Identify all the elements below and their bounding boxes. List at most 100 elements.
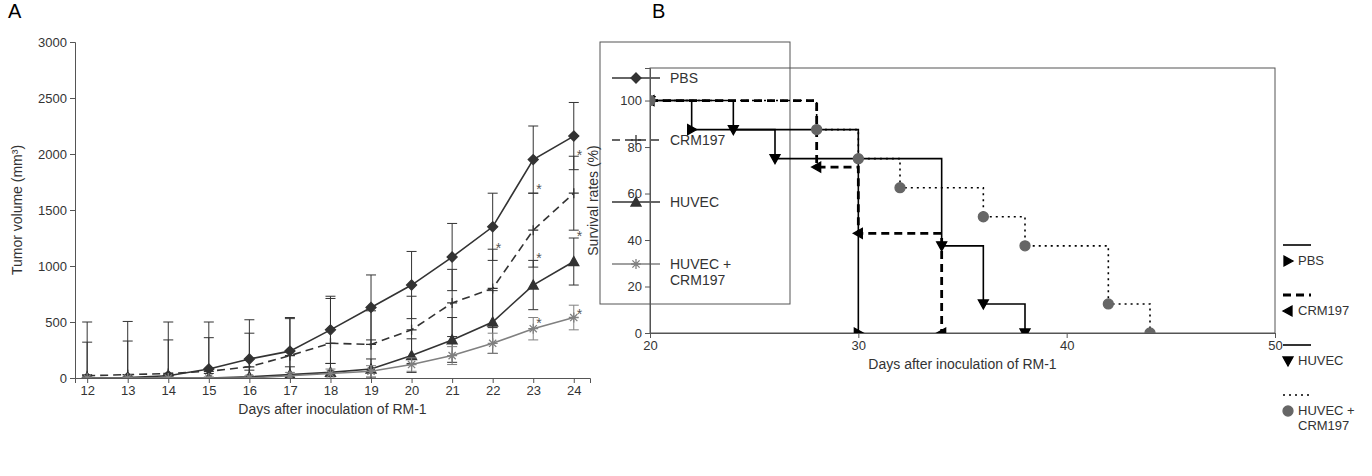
tick: 3000: [38, 35, 75, 50]
legend-line: [1283, 244, 1311, 246]
marker: [244, 373, 254, 378]
plot-area: [650, 96, 1155, 333]
series-line: [87, 262, 574, 378]
error-bar: [488, 333, 498, 353]
tick-label: 20: [628, 279, 642, 294]
marker: [407, 325, 417, 335]
marker: [123, 373, 133, 378]
legend-entry: HUVEC: [1283, 345, 1344, 368]
marker: [650, 96, 654, 106]
marker: [447, 252, 457, 262]
tick-label: 3000: [38, 35, 67, 50]
tick: 24: [567, 378, 581, 398]
chart-0: A121314151617181920212223240500100015002…: [8, 0, 790, 434]
tick-mark: [645, 333, 650, 334]
tick: 23: [526, 378, 540, 398]
tick-label: 30: [852, 338, 866, 353]
tick-label: 23: [526, 383, 540, 398]
marker: [650, 97, 655, 106]
marker: [853, 228, 862, 238]
tick: 16: [243, 378, 257, 398]
series: [650, 96, 1155, 333]
legend-marker: [631, 259, 641, 269]
tick-mark: [70, 378, 75, 379]
tick: 20: [628, 279, 650, 294]
error-bar: [569, 238, 579, 285]
marker: [488, 222, 498, 232]
legend-line: [1283, 294, 1311, 297]
error-bar: [204, 322, 214, 378]
marker: [1103, 299, 1113, 309]
tick: 14: [162, 378, 176, 398]
error-bar: [244, 333, 254, 378]
error-bar: [366, 366, 376, 377]
marker: [447, 298, 457, 308]
tick-label: 12: [80, 383, 94, 398]
error-bar: [204, 338, 214, 378]
tick: 17: [283, 378, 297, 398]
y-axis-title: Tumor volume (mm³): [9, 145, 25, 275]
marker: [569, 188, 579, 198]
marker: [937, 328, 946, 333]
error-bar: [528, 260, 538, 309]
error-bar: [204, 374, 214, 378]
figure: A121314151617181920212223240500100015002…: [0, 0, 1372, 476]
marker: [488, 317, 498, 326]
tick: 20: [405, 378, 419, 398]
series-line: [87, 136, 574, 378]
marker: [163, 373, 173, 378]
marker: [123, 372, 133, 378]
legend: PBSCRM197HUVECHUVEC +CRM197: [1283, 245, 1355, 433]
tick: 18: [324, 378, 338, 398]
tick-label: 50: [1268, 338, 1282, 353]
marker: [204, 373, 214, 378]
annotation: *: [536, 250, 542, 266]
legend-label: HUVEC +CRM197: [670, 256, 731, 288]
tick-label: 1500: [38, 203, 67, 218]
tick-label: 19: [364, 383, 378, 398]
error-bar: [285, 319, 295, 378]
tick: 1500: [38, 203, 75, 218]
annotation: *: [577, 306, 583, 322]
legend-marker: [1283, 306, 1292, 316]
tick: 100: [620, 93, 650, 108]
marker: [123, 373, 133, 378]
error-bar: [407, 296, 417, 363]
marker: [853, 154, 863, 164]
marker: [812, 162, 821, 172]
tick: 1000: [38, 259, 75, 274]
tick-mark: [645, 287, 650, 288]
marker: [1020, 241, 1030, 251]
x-axis: 12131415161718192021222324: [76, 378, 591, 398]
tick-mark: [645, 194, 650, 195]
error-bar: [82, 342, 92, 378]
series: [650, 96, 946, 333]
legend-entry: PBS: [1283, 245, 1324, 268]
marker: [82, 373, 92, 378]
legend-label: PBS: [1298, 253, 1324, 268]
series-line: [87, 318, 574, 378]
error-bar: [285, 367, 295, 378]
tick-label: 13: [121, 383, 135, 398]
tick: 60: [628, 186, 650, 201]
marker: [569, 131, 579, 141]
tick: 80: [628, 140, 650, 155]
tick-label: 22: [486, 383, 500, 398]
tick: 19: [364, 378, 378, 398]
marker: [528, 155, 538, 165]
tick-label: 14: [162, 383, 176, 398]
marker: [407, 360, 417, 370]
tick-mark: [70, 210, 75, 211]
tick: 0: [60, 371, 75, 386]
tick: 40: [1060, 333, 1074, 353]
tick-label: 20: [405, 383, 419, 398]
legend-label: CRM197: [1298, 303, 1349, 318]
marker: [447, 351, 457, 361]
tick-mark: [645, 240, 650, 241]
axis-line: [651, 334, 1276, 339]
tick: 50: [1268, 333, 1282, 353]
y-axis-title: Survival rates (%): [585, 145, 601, 255]
tick-label: 2000: [38, 147, 67, 162]
marker: [978, 300, 988, 309]
error-bar: [325, 298, 335, 378]
